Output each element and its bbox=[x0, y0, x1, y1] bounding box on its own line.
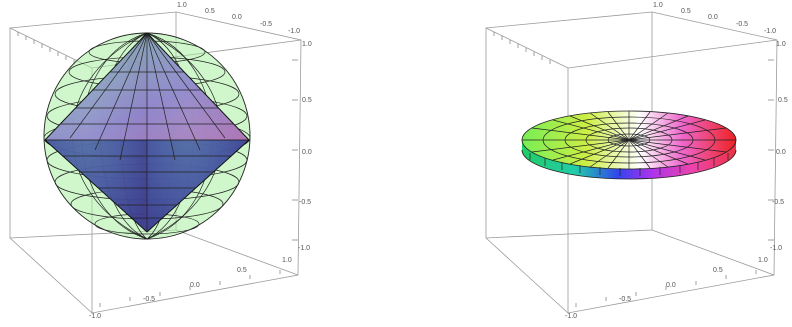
octahedron-mesh bbox=[60, 32, 234, 232]
right-top-label-1: 0.5 bbox=[681, 8, 691, 15]
right-top-label-4: -1.0 bbox=[764, 28, 776, 35]
disk-mesh bbox=[522, 111, 736, 176]
right-top-axis-labels: 1.0 0.5 0.0 -0.5 -1.0 bbox=[653, 2, 776, 35]
left-top-label-4: -1.0 bbox=[288, 28, 300, 35]
right-right-label-3: -0.5 bbox=[772, 199, 784, 206]
left-right-label-0: 1.0 bbox=[302, 41, 312, 48]
left-right-axis-labels: 1.0 0.5 0.0 -0.5 -1.0 bbox=[298, 41, 312, 252]
right-right-axis-labels: 1.0 0.5 0.0 -0.5 -1.0 bbox=[770, 41, 788, 252]
right-right-label-1: 0.5 bbox=[778, 97, 788, 104]
right-top-label-3: -0.5 bbox=[736, 21, 748, 28]
left-ticks bbox=[17, 32, 298, 307]
right-front-label-2: 0.0 bbox=[666, 282, 676, 289]
left-top-label-0: 1.0 bbox=[177, 2, 187, 9]
left-front-label-2: 0.0 bbox=[190, 282, 200, 289]
right-plot: 1.0 0.5 0.0 -0.5 -1.0 1.0 0.5 0.0 -0.5 -… bbox=[485, 2, 788, 320]
right-front-label-1: 0.5 bbox=[713, 267, 723, 274]
right-front-label-4: -1.0 bbox=[565, 313, 577, 320]
right-right-label-4: -1.0 bbox=[770, 245, 782, 252]
right-ticks bbox=[493, 32, 774, 307]
right-top-label-2: 0.0 bbox=[708, 14, 718, 21]
right-right-label-2: 0.0 bbox=[776, 149, 786, 156]
right-front-label-3: -0.5 bbox=[619, 296, 631, 303]
right-front-label-0: 1.0 bbox=[758, 257, 768, 264]
left-front-label-3: -0.5 bbox=[143, 296, 155, 303]
left-top-axis-labels: 1.0 0.5 0.0 -0.5 -1.0 bbox=[177, 2, 300, 35]
left-right-label-2: 0.0 bbox=[302, 149, 312, 156]
left-top-label-3: -0.5 bbox=[260, 21, 272, 28]
left-front-axis-labels: 1.0 0.5 0.0 -0.5 -1.0 bbox=[89, 257, 292, 320]
left-right-label-4: -1.0 bbox=[298, 245, 310, 252]
left-front-label-1: 0.5 bbox=[237, 267, 247, 274]
left-front-label-0: 1.0 bbox=[282, 257, 292, 264]
right-bounding-box bbox=[485, 11, 778, 314]
left-top-label-2: 0.0 bbox=[232, 14, 242, 21]
left-right-label-3: -0.5 bbox=[299, 199, 311, 206]
left-front-label-4: -1.0 bbox=[89, 313, 101, 320]
right-top-label-0: 1.0 bbox=[653, 2, 663, 9]
right-front-axis-labels: 1.0 0.5 0.0 -0.5 -1.0 bbox=[565, 257, 768, 320]
left-top-label-1: 0.5 bbox=[205, 8, 215, 15]
left-plot: 1.0 0.5 0.0 -0.5 -1.0 1.0 0.5 0.0 -0.5 -… bbox=[9, 2, 312, 320]
left-right-label-1: 0.5 bbox=[302, 97, 312, 104]
right-right-label-0: 1.0 bbox=[776, 41, 786, 48]
